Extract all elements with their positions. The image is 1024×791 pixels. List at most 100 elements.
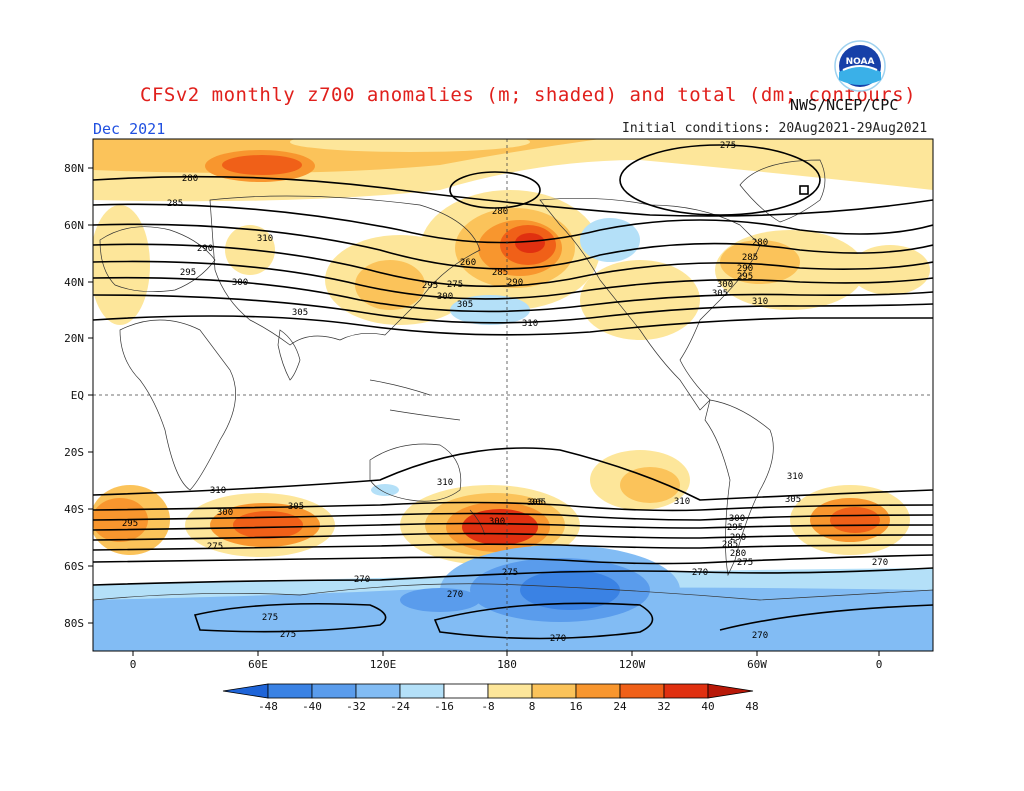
contour-label: 275 bbox=[502, 568, 518, 578]
contour-label: 295 bbox=[122, 519, 138, 529]
contour-label: 285 bbox=[167, 199, 183, 209]
colorbar-label: -8 bbox=[481, 700, 494, 713]
lon-label: 180 bbox=[497, 658, 517, 671]
contour-label: 295 bbox=[737, 272, 753, 282]
contour-label: 280 bbox=[730, 549, 746, 559]
contour-label: 275 bbox=[447, 280, 463, 290]
lat-label: 20S bbox=[64, 446, 84, 459]
contour-label: 305 bbox=[712, 289, 728, 299]
contour-label: 295 bbox=[180, 268, 196, 278]
lat-label: 60S bbox=[64, 560, 84, 573]
contour-label: 275 bbox=[207, 542, 223, 552]
noaa-logo-icon: NOAA bbox=[834, 40, 886, 92]
coastlines bbox=[93, 159, 933, 601]
lat-label: 60N bbox=[64, 219, 84, 232]
colorbar-segment bbox=[619, 683, 665, 699]
colorbar-label: 24 bbox=[613, 700, 627, 713]
contour-label: 290 bbox=[197, 244, 213, 254]
grid-lines bbox=[93, 139, 933, 651]
contour-label: 310 bbox=[787, 472, 803, 482]
contour-label: 305 bbox=[530, 498, 546, 508]
contour-label: 280 bbox=[752, 238, 768, 248]
forecast-month: Dec 2021 bbox=[93, 120, 166, 138]
contour-label: 270 bbox=[752, 631, 768, 641]
colorbar-label: -48 bbox=[258, 700, 278, 713]
contour-label: 295 bbox=[422, 281, 438, 291]
contour-label: 270 bbox=[692, 568, 708, 578]
contour-labels: 2752802852902953003053102802852902953003… bbox=[122, 141, 888, 644]
chart-title: CFSv2 monthly z700 anomalies (m; shaded)… bbox=[140, 84, 917, 106]
colorbar-label: 8 bbox=[529, 700, 536, 713]
lon-label: 0 bbox=[130, 658, 137, 671]
contour-label: 300 bbox=[489, 517, 505, 527]
contour-label: 270 bbox=[872, 558, 888, 568]
contour-label: 310 bbox=[752, 297, 768, 307]
contour-label: 305 bbox=[288, 502, 304, 512]
contour-label: 305 bbox=[527, 498, 543, 508]
contour-label: 285 bbox=[742, 253, 758, 263]
contour-label: 275 bbox=[262, 613, 278, 623]
colorbar-label: -16 bbox=[434, 700, 454, 713]
colorbar-label: 40 bbox=[701, 700, 714, 713]
contour-label: 305 bbox=[457, 300, 473, 310]
colorbar-label: -40 bbox=[302, 700, 322, 713]
logo-text: NOAA bbox=[846, 57, 875, 67]
colorbar-segment bbox=[311, 683, 357, 699]
lon-label: 60E bbox=[248, 658, 268, 671]
lon-label: 0 bbox=[876, 658, 883, 671]
contour-label: 270 bbox=[447, 590, 463, 600]
colorbar-segment bbox=[355, 683, 401, 699]
contour-label: 275 bbox=[720, 141, 736, 151]
colorbar-label: -32 bbox=[346, 700, 366, 713]
lat-label: EQ bbox=[71, 389, 84, 402]
lon-label: 120E bbox=[370, 658, 397, 671]
lat-label: 80N bbox=[64, 162, 84, 175]
contour-label: 285 bbox=[722, 540, 738, 550]
colorbar-segment bbox=[575, 683, 621, 699]
lat-label: 40S bbox=[64, 503, 84, 516]
height-contours bbox=[93, 144, 933, 640]
colorbar-segment bbox=[531, 683, 577, 699]
lat-label: 80S bbox=[64, 617, 84, 630]
agency-label: NWS/NCEP/CPC bbox=[790, 96, 899, 114]
latitude-labels: 80N 60N 40N 20N EQ 20S 40S 60S 80S bbox=[64, 162, 93, 630]
contour-label: 300 bbox=[217, 508, 233, 518]
initial-conditions: Initial conditions: 20Aug2021-29Aug2021 bbox=[622, 121, 928, 136]
contour-label: 310 bbox=[210, 486, 226, 496]
contour-label: 310 bbox=[257, 234, 273, 244]
colorbar-right-arrow bbox=[707, 683, 754, 699]
contour-label: 300 bbox=[717, 280, 733, 290]
contour-label: 270 bbox=[354, 575, 370, 585]
contour-label: 290 bbox=[730, 533, 746, 543]
contour-label: 260 bbox=[460, 258, 476, 268]
colorbar-segment bbox=[443, 683, 489, 699]
lat-label: 20N bbox=[64, 332, 84, 345]
contour-label: 290 bbox=[507, 278, 523, 288]
contour-label: 285 bbox=[492, 268, 508, 278]
contour-label: 300 bbox=[729, 514, 745, 524]
contour-label: 300 bbox=[232, 278, 248, 288]
contour-label: 300 bbox=[437, 292, 453, 302]
colorbar-segment bbox=[663, 683, 709, 699]
contour-label: 270 bbox=[550, 634, 566, 644]
contour-label: 280 bbox=[492, 207, 508, 217]
colorbar-label: -24 bbox=[390, 700, 410, 713]
colorbar-segment bbox=[399, 683, 445, 699]
contour-label: 310 bbox=[522, 319, 538, 329]
contour-label: 295 bbox=[727, 523, 743, 533]
contour-label: 275 bbox=[280, 630, 296, 640]
colorbar-label: 48 bbox=[745, 700, 758, 713]
lon-label: 60W bbox=[747, 658, 767, 671]
colorbar-segment bbox=[487, 683, 533, 699]
lon-label: 120W bbox=[619, 658, 646, 671]
colorbar-segment bbox=[267, 683, 313, 699]
contour-label: 310 bbox=[674, 497, 690, 507]
colorbar-label: 16 bbox=[569, 700, 582, 713]
longitude-labels: 0 60E 120E 180 120W 60W 0 bbox=[130, 651, 883, 671]
contour-label: 275 bbox=[737, 558, 753, 568]
contour-label: 310 bbox=[437, 478, 453, 488]
colorbar-label: 32 bbox=[657, 700, 670, 713]
colorbar-left-arrow bbox=[222, 683, 269, 699]
contour-label: 280 bbox=[182, 174, 198, 184]
